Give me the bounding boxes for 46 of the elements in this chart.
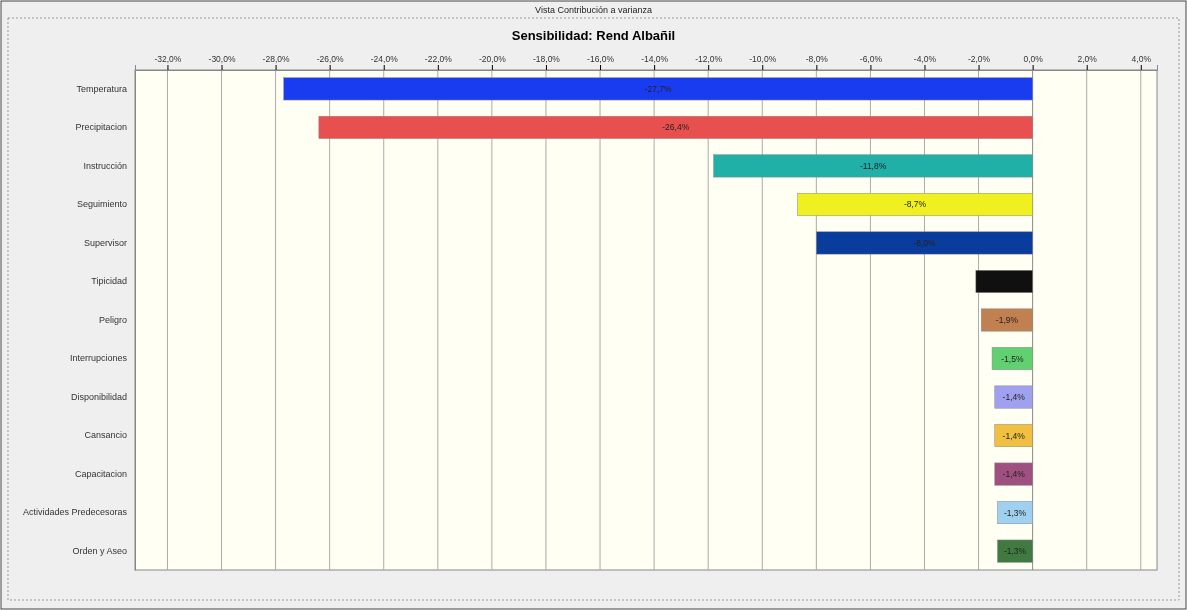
x-tick-label: -18,0%: [532, 54, 561, 64]
y-tick-label: Interrupciones: [69, 353, 128, 364]
chart-title: Sensibilidad: Rend Albañil: [511, 28, 676, 43]
y-tick-label: Instrucción: [83, 160, 127, 171]
x-tick-label: -10,0%: [749, 54, 777, 64]
data-label: -26,4%: [662, 122, 690, 133]
x-tick-label: -8,0%: [805, 54, 829, 64]
x-tick-label: -26,0%: [316, 54, 345, 64]
x-tick-label: -28,0%: [262, 54, 290, 64]
data-label: -1,9%: [995, 315, 1019, 325]
x-tick-label: -12,0%: [695, 54, 723, 64]
y-tick-label: Disponibilidad: [70, 391, 127, 402]
y-tick-label: Seguimiento: [76, 199, 127, 210]
x-tick-label: 4,0%: [1131, 54, 1152, 64]
x-tick-label: -32,0%: [154, 54, 182, 64]
x-tick-label: 2,0%: [1077, 54, 1098, 64]
x-tick-label: -22,0%: [424, 54, 453, 64]
y-tick-label: Precipitacion: [75, 122, 127, 133]
y-tick-label: Capacitacion: [74, 468, 127, 479]
data-label: -1,5%: [1001, 353, 1024, 364]
text: Vista Contribución a varianza: [535, 5, 652, 15]
y-tick-label: Actividades Predecesoras: [22, 507, 128, 518]
x-tick-label: -30,0%: [208, 54, 236, 64]
data-label: -1,3%: [1003, 546, 1027, 557]
x-tick-label: -14,0%: [641, 54, 669, 64]
data-label: -1,4%: [1002, 469, 1026, 480]
y-tick-label: Tipicidad: [91, 276, 127, 287]
y-tick-label: Supervisor: [83, 237, 127, 248]
x-tick-label: 0,0%: [1023, 54, 1044, 64]
y-tick-label: Temperatura: [76, 83, 127, 94]
x-tick-label: -20,0%: [478, 54, 507, 64]
x-tick-label: -2,0%: [967, 54, 991, 64]
y-tick-label: Peligro: [98, 314, 127, 325]
x-tick-label: -24,0%: [370, 54, 399, 64]
data-label: -1,3%: [1003, 507, 1027, 518]
x-tick-label: -4,0%: [913, 54, 937, 64]
data-label: -8,7%: [903, 199, 927, 210]
data-label: -8,0%: [913, 237, 937, 248]
y-tick-label: Cansancio: [84, 430, 127, 441]
data-label: -27,7%: [644, 83, 673, 94]
x-tick-label: -6,0%: [859, 54, 883, 64]
data-label: -1,4%: [1002, 392, 1026, 403]
y-tick-label: Orden y Aseo: [72, 546, 127, 556]
x-tick-label: -16,0%: [587, 54, 615, 64]
data-label: -11,8%: [859, 160, 887, 171]
data-label: -1,4%: [1002, 430, 1026, 441]
